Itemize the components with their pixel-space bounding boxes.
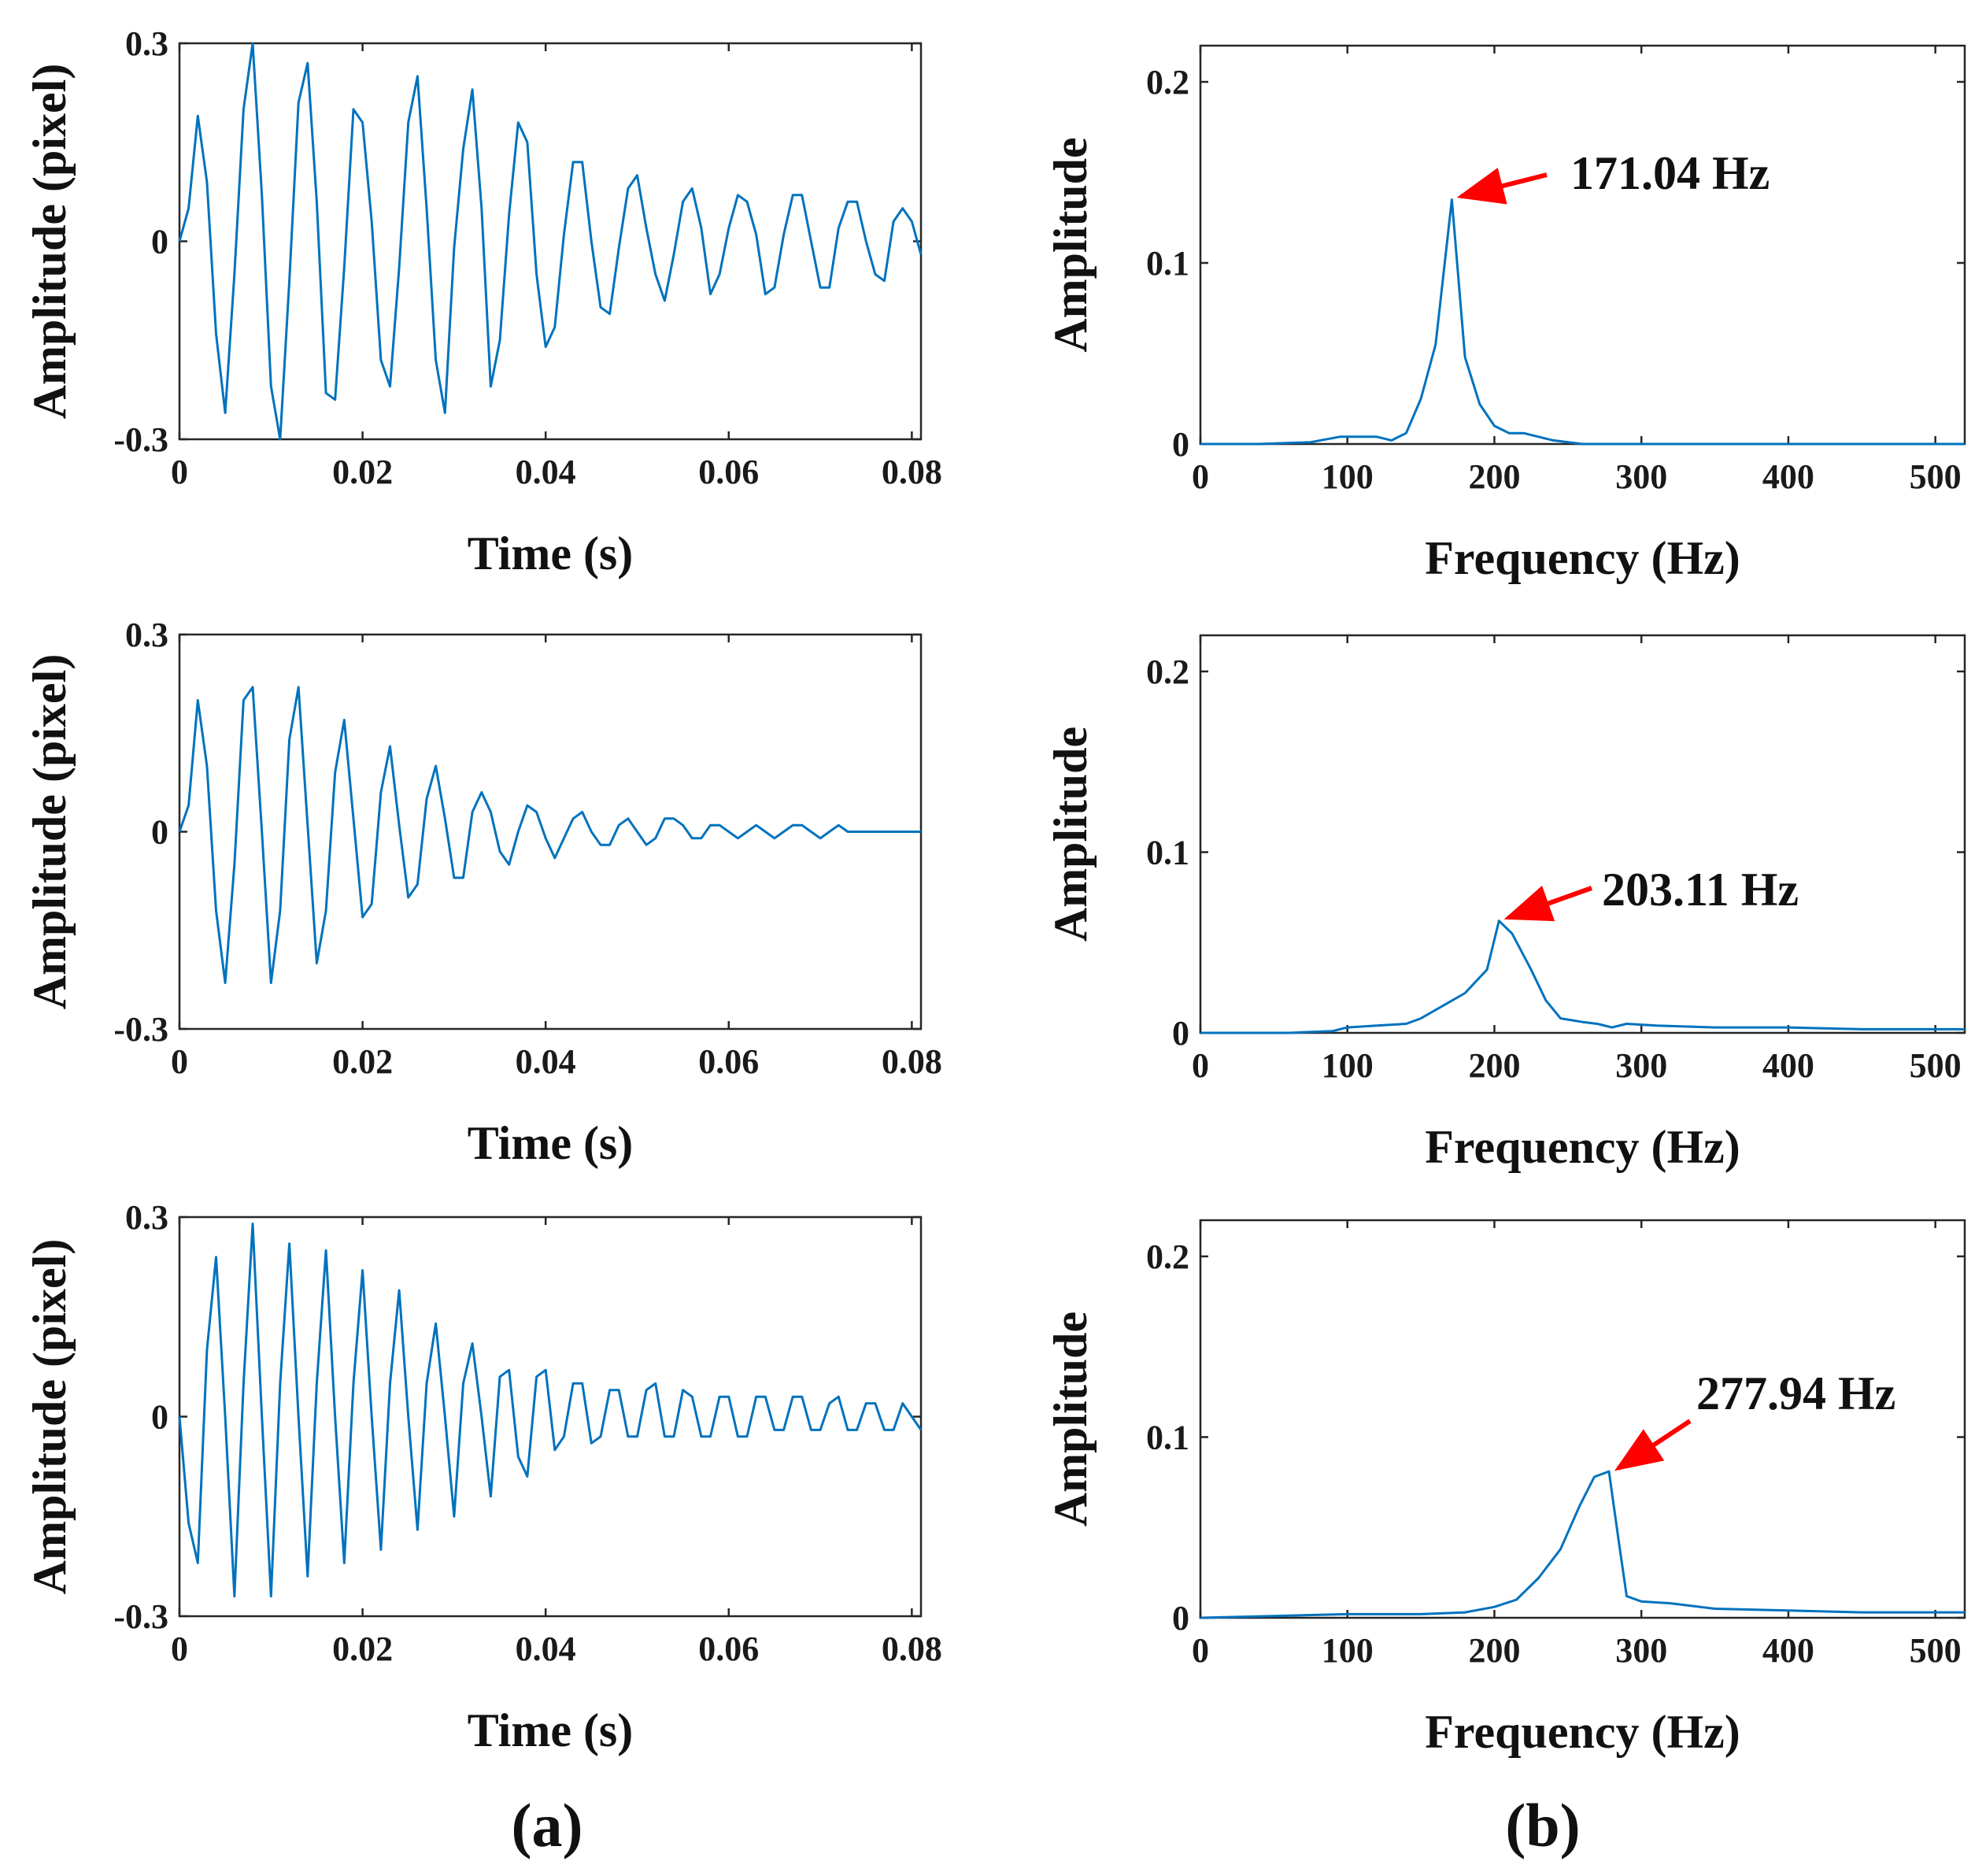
- x-tick-label: 100: [1322, 1046, 1374, 1085]
- peak-arrow: [1456, 167, 1548, 205]
- x-tick-label: 0: [1192, 1631, 1209, 1670]
- x-axis-label: Time (s): [468, 1704, 634, 1756]
- y-tick-label: -0.3: [113, 1010, 168, 1049]
- chart-b3: 0 100 200 300 400 500 0 0.1 0.2 Frequency (Hz) Amp…: [1045, 1219, 1966, 1758]
- x-tick-label: 0: [1192, 1046, 1209, 1085]
- y-tick-label: 0: [1172, 1599, 1189, 1637]
- y-tick-label: 0.2: [1146, 63, 1189, 102]
- series-line-spectrum: [1200, 919, 1965, 1034]
- y-axis-label: Amplitude: [1045, 137, 1097, 352]
- x-tick-label: 0.08: [882, 1630, 942, 1668]
- series-line-spectrum: [1200, 1470, 1965, 1619]
- x-tick-label: 400: [1762, 1046, 1814, 1085]
- y-tick-label: 0.1: [1146, 1418, 1189, 1456]
- x-tick-label: 0.06: [698, 1042, 759, 1081]
- y-tick-label: -0.3: [113, 420, 168, 459]
- x-tick-label: 0.02: [332, 1630, 393, 1668]
- y-tick-label: 0.1: [1146, 244, 1189, 283]
- x-tick-label: 0.06: [698, 453, 759, 491]
- y-tick-label: 0: [151, 1398, 168, 1437]
- x-axis-label: Frequency (Hz): [1425, 532, 1740, 584]
- y-tick-label: 0: [151, 813, 168, 852]
- x-tick-label: 100: [1322, 457, 1374, 496]
- x-tick-label: 0: [171, 453, 188, 491]
- x-tick-label: 100: [1322, 1631, 1374, 1670]
- plot-frame: [1199, 634, 1966, 1034]
- x-tick-label: 300: [1615, 457, 1667, 496]
- y-tick-label: 0.2: [1146, 653, 1189, 691]
- x-tick-label: 200: [1468, 1631, 1520, 1670]
- y-axis-label: Amplitude: [1045, 1312, 1097, 1526]
- x-tick-label: 0: [1192, 457, 1209, 496]
- x-tick-label: 400: [1762, 1631, 1814, 1670]
- x-tick-label: 0.02: [332, 1042, 393, 1081]
- y-axis-label: Amplitude (pixel): [24, 1239, 76, 1595]
- x-axis-label: Time (s): [468, 527, 634, 579]
- y-axis-label: Amplitude (pixel): [24, 64, 76, 420]
- y-tick-label: 0.3: [125, 1198, 168, 1237]
- x-tick-label: 0: [171, 1630, 188, 1668]
- x-tick-label: 500: [1910, 1046, 1962, 1085]
- y-tick-label: 0.3: [125, 616, 168, 654]
- chart-b2: 0 100 200 300 400 500 0 0.1 0.2 Frequency (Hz) Amp…: [1045, 634, 1966, 1173]
- plot-frame: [1199, 44, 1966, 446]
- series-line-spectrum: [1200, 198, 1965, 446]
- peak-arrow: [1503, 885, 1593, 922]
- x-axis-label: Frequency (Hz): [1425, 1706, 1740, 1758]
- x-tick-label: 400: [1762, 457, 1814, 496]
- x-axis-label: Time (s): [468, 1117, 634, 1169]
- y-tick-label: 0: [1172, 425, 1189, 464]
- x-tick-label: 200: [1468, 1046, 1520, 1085]
- y-tick-label: 0.1: [1146, 833, 1189, 871]
- x-tick-label: 0.04: [516, 1630, 576, 1668]
- peak-arrow: [1614, 1419, 1692, 1471]
- y-axis-label: Amplitude (pixel): [24, 654, 76, 1010]
- y-tick-label: 0: [151, 223, 168, 261]
- y-tick-label: -0.3: [113, 1597, 168, 1636]
- chart-b1: 0 100 200 300 400 500 0 0.1 0.2 Frequency (Hz) Amp…: [1045, 44, 1966, 584]
- x-tick-label: 200: [1468, 457, 1520, 496]
- panel-label-b: (b): [1505, 1791, 1580, 1859]
- y-tick-label: 0.2: [1146, 1238, 1189, 1276]
- x-tick-label: 500: [1910, 457, 1962, 496]
- peak-frequency-label: 171.04 Hz: [1570, 147, 1770, 199]
- x-tick-label: 0.04: [516, 453, 576, 491]
- x-tick-label: 0.08: [882, 453, 942, 491]
- x-axis-label: Frequency (Hz): [1425, 1121, 1740, 1173]
- y-axis-label: Amplitude: [1045, 727, 1097, 942]
- x-tick-label: 0.04: [516, 1042, 576, 1081]
- peak-frequency-label: 277.94 Hz: [1696, 1367, 1895, 1419]
- series-line-displacement: [178, 42, 923, 441]
- y-tick-label: 0: [1172, 1014, 1189, 1053]
- x-tick-label: 300: [1615, 1046, 1667, 1085]
- x-tick-label: 0.08: [882, 1042, 942, 1081]
- x-tick-label: 0: [171, 1042, 188, 1081]
- series-line-displacement: [178, 686, 921, 984]
- x-tick-label: 0.02: [332, 453, 393, 491]
- panel-label-a: (a): [512, 1791, 583, 1859]
- series-line-displacement: [178, 1223, 923, 1598]
- plot-frame: [1199, 1219, 1966, 1619]
- x-tick-label: 0.06: [698, 1630, 759, 1668]
- x-tick-label: 500: [1910, 1631, 1962, 1670]
- y-tick-label: 0.3: [125, 24, 168, 63]
- peak-frequency-label: 203.11 Hz: [1602, 864, 1799, 916]
- x-tick-label: 300: [1615, 1631, 1667, 1670]
